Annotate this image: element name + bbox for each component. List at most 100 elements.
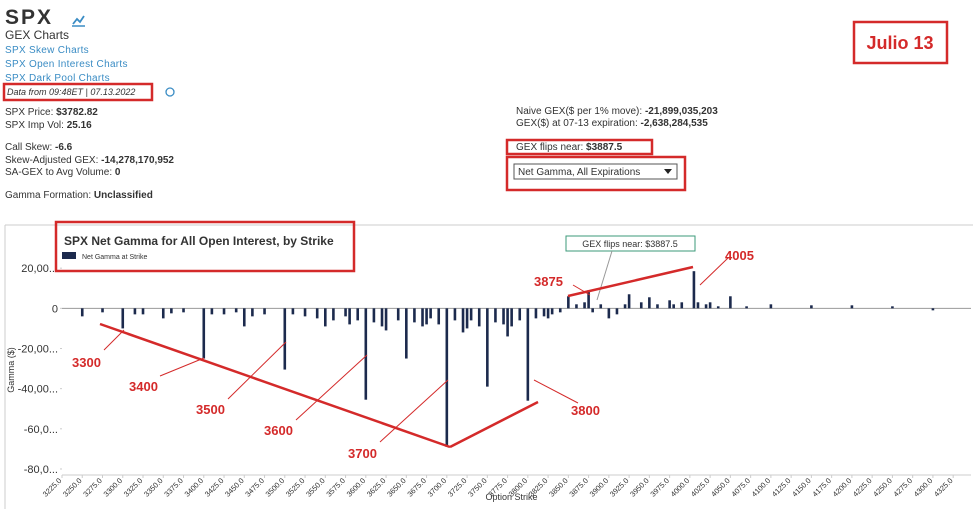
bar — [502, 308, 505, 325]
bar — [526, 308, 530, 401]
x-tick-label: 4275.0 — [891, 476, 914, 499]
flip-pointer — [596, 250, 613, 301]
select[interactable] — [513, 163, 678, 180]
flip-note: GEX flips near: $3887.5 — [582, 239, 678, 249]
stat-label: Call Skew: — [5, 142, 55, 153]
y-tick-label: 20,00... — [21, 263, 58, 275]
bar — [405, 308, 408, 359]
x-tick-label: 3275.0 — [81, 476, 104, 499]
bar — [344, 308, 347, 317]
x-tick-label: 4125.0 — [770, 476, 793, 499]
annotation-line — [449, 400, 539, 449]
chart-icon[interactable] — [72, 15, 85, 27]
stat-value: -2,638,284,535 — [641, 118, 709, 129]
bar — [591, 308, 594, 313]
x-tick-label: 3450.0 — [223, 476, 246, 499]
bar — [291, 308, 295, 315]
stat-value: 0 — [115, 167, 121, 178]
bar — [182, 308, 185, 313]
x-tick-label: 3425.0 — [203, 476, 226, 499]
highlight-box — [2, 82, 154, 102]
select-text[interactable]: Net Gamma, All Expirations — [518, 167, 640, 178]
annotation-line — [99, 322, 451, 449]
badge-box — [852, 20, 949, 65]
annotation: 3700 — [348, 446, 377, 461]
bar — [384, 308, 388, 331]
x-tick-label: 4325.0 — [932, 476, 955, 499]
link[interactable]: SPX Open Interest Charts — [5, 59, 128, 70]
x-tick-label: 3400.0 — [183, 476, 206, 499]
annotation: 3800 — [571, 403, 600, 418]
x-tick-label: 3900.0 — [588, 476, 611, 499]
data-from: Data from 09:48ET | 07.13.2022 — [7, 87, 135, 97]
y-axis-label: Gamma ($) — [6, 347, 16, 393]
bar — [461, 308, 465, 333]
stat-value: -21,899,035,203 — [645, 106, 718, 117]
bar — [583, 302, 586, 309]
link[interactable]: SPX Skew Charts — [5, 45, 89, 56]
bar — [141, 308, 145, 315]
bar — [745, 306, 748, 309]
x-tick-label: 4150.0 — [790, 476, 813, 499]
refresh-icon[interactable] — [165, 87, 175, 97]
stat-label: Skew-Adjusted GEX: — [5, 155, 101, 166]
x-tick-label: 3350.0 — [142, 476, 165, 499]
bar — [396, 308, 400, 321]
annotation: 3875 — [534, 274, 563, 289]
annotation: 3500 — [196, 402, 225, 417]
x-tick-label: 4000.0 — [669, 476, 692, 499]
link[interactable]: SPX Dark Pool Charts — [5, 73, 110, 84]
x-tick-label: 4225.0 — [851, 476, 874, 499]
x-tick-label: 3600.0 — [345, 476, 368, 499]
stat: SA-GEX to Avg Volume: 0 — [5, 167, 121, 178]
bar — [627, 294, 631, 309]
annotation-pointer — [227, 341, 287, 400]
bar — [668, 300, 671, 309]
stat-label: SA-GEX to Avg Volume: — [5, 167, 115, 178]
data-from-label: Data from 09:48ET | — [7, 87, 90, 97]
x-tick-label: 3850.0 — [547, 476, 570, 499]
legend-swatch[interactable] — [62, 252, 76, 259]
bar — [623, 304, 627, 309]
stat-label: SPX Price: — [5, 107, 56, 118]
x-tick-label: 3250.0 — [61, 476, 84, 499]
bar — [656, 304, 659, 309]
bar — [121, 308, 125, 329]
bar — [477, 308, 481, 327]
bar — [283, 308, 287, 370]
bar — [80, 308, 84, 317]
annotation-pointer — [572, 284, 591, 296]
bar — [672, 304, 675, 309]
x-tick-label: 4050.0 — [709, 476, 732, 499]
y-tick-label: 0 — [52, 303, 58, 315]
stat: Call Skew: -6.6 — [5, 142, 73, 153]
highlight-box — [505, 138, 654, 156]
x-tick-label: 3925.0 — [608, 476, 631, 499]
bar — [372, 308, 376, 323]
highlight-box — [54, 220, 356, 273]
bar — [708, 302, 712, 309]
bar — [850, 305, 854, 309]
stat-value: $3887.5 — [586, 142, 623, 153]
stat-label: SPX Imp Vol: — [5, 120, 67, 131]
legend-label[interactable]: Net Gamma at Strike — [82, 254, 147, 261]
bar — [534, 308, 538, 319]
x-tick-label: 4025.0 — [689, 476, 712, 499]
x-tick-label: 4250.0 — [871, 476, 894, 499]
x-tick-label: 3950.0 — [628, 476, 651, 499]
bar — [550, 308, 554, 315]
bar — [356, 308, 360, 321]
stat: GEX($) at 07-13 expiration: -2,638,284,5… — [516, 118, 708, 129]
annotation: 3600 — [264, 423, 293, 438]
stat-label: GEX flips near: — [516, 142, 586, 153]
x-tick-label: 3650.0 — [385, 476, 408, 499]
bar — [364, 308, 368, 400]
stat-value: -6.6 — [55, 142, 73, 153]
bar — [518, 308, 522, 321]
highlight-box — [505, 155, 687, 192]
bar — [567, 296, 570, 309]
bar — [332, 308, 335, 321]
bar — [542, 308, 546, 317]
y-tick-label: -20,00... — [18, 343, 58, 355]
annotation-pointer — [699, 257, 729, 286]
